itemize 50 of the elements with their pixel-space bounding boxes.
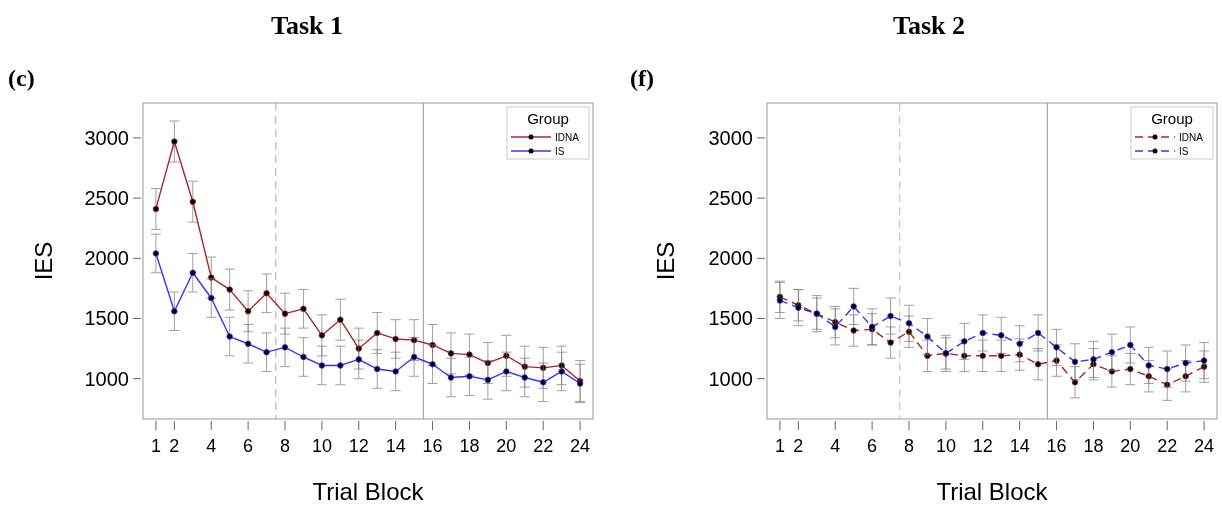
- legend-title: Group: [1151, 110, 1193, 127]
- chart-title: Task 2: [892, 11, 966, 40]
- y-axis-title: IES: [30, 241, 57, 281]
- x-tick-label: 8: [904, 436, 915, 456]
- x-tick-label: 6: [867, 436, 878, 456]
- x-tick-label: 10: [311, 436, 332, 456]
- legend-label: IS: [1179, 146, 1189, 157]
- x-tick-label: 4: [206, 436, 217, 456]
- x-tick-label: 6: [243, 436, 254, 456]
- x-tick-label: 8: [280, 436, 291, 456]
- x-tick-label: 1: [774, 436, 785, 456]
- y-tick-label: 2000: [84, 247, 129, 270]
- x-tick-label: 1: [150, 436, 161, 456]
- x-tick-label: 16: [1046, 436, 1067, 456]
- x-tick-label: 16: [422, 436, 443, 456]
- y-tick-label: 2500: [84, 187, 129, 210]
- x-tick-label: 24: [1194, 436, 1215, 456]
- y-tick-label: 2500: [708, 187, 753, 210]
- x-tick-label: 18: [459, 436, 480, 456]
- y-tick-label: 1500: [708, 307, 753, 330]
- x-tick-label: 22: [1157, 436, 1178, 456]
- x-tick-label: 2: [793, 436, 804, 456]
- y-tick-label: 1500: [84, 307, 129, 330]
- text: (f): [630, 65, 654, 91]
- x-tick-label: 24: [570, 436, 591, 456]
- x-tick-label: 4: [830, 436, 841, 456]
- x-tick-label: 14: [1009, 436, 1030, 456]
- y-tick-label: 1000: [84, 367, 129, 390]
- y-axis-title: IES: [652, 241, 679, 281]
- y-tick-label: 3000: [708, 126, 753, 149]
- chart-title: Task 1: [270, 11, 344, 40]
- legend-title: Group: [527, 110, 569, 127]
- x-tick-label: 18: [1083, 436, 1104, 456]
- legend-label: IDNA: [555, 132, 580, 143]
- x-tick-label: 20: [496, 436, 517, 456]
- x-tick-label: 2: [169, 436, 180, 456]
- legend-label: IS: [555, 146, 565, 157]
- x-axis-title: Trial Block: [936, 478, 1049, 505]
- x-tick-label: 20: [1120, 436, 1141, 456]
- y-tick-label: 3000: [84, 126, 129, 149]
- text: (c): [8, 65, 35, 91]
- x-tick-label: 14: [385, 436, 406, 456]
- x-tick-label: 12: [972, 436, 993, 456]
- legend-label: IDNA: [1179, 132, 1204, 143]
- x-tick-label: 22: [533, 436, 554, 456]
- x-tick-label: 12: [348, 436, 369, 456]
- x-axis-title: Trial Block: [312, 478, 425, 505]
- y-tick-label: 1000: [708, 367, 753, 390]
- x-tick-label: 10: [935, 436, 956, 456]
- y-tick-label: 2000: [708, 247, 753, 270]
